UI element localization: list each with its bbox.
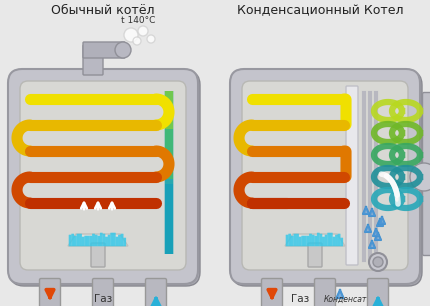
FancyBboxPatch shape	[102, 234, 105, 246]
FancyBboxPatch shape	[314, 278, 335, 306]
FancyBboxPatch shape	[317, 233, 319, 246]
Polygon shape	[369, 209, 375, 216]
FancyBboxPatch shape	[338, 234, 341, 246]
Circle shape	[133, 37, 141, 45]
FancyBboxPatch shape	[301, 236, 304, 246]
FancyBboxPatch shape	[296, 234, 299, 246]
Text: Конденсат: Конденсат	[323, 295, 367, 304]
FancyBboxPatch shape	[91, 243, 105, 267]
Polygon shape	[365, 225, 371, 232]
FancyBboxPatch shape	[105, 237, 108, 246]
FancyBboxPatch shape	[309, 234, 312, 246]
FancyBboxPatch shape	[71, 234, 74, 246]
Polygon shape	[377, 219, 383, 226]
FancyBboxPatch shape	[8, 69, 198, 284]
FancyBboxPatch shape	[83, 42, 125, 58]
FancyBboxPatch shape	[92, 278, 114, 306]
FancyBboxPatch shape	[288, 234, 291, 246]
Circle shape	[115, 42, 131, 58]
Polygon shape	[375, 233, 381, 240]
FancyBboxPatch shape	[77, 234, 79, 246]
Circle shape	[369, 253, 387, 271]
FancyBboxPatch shape	[87, 236, 90, 246]
FancyBboxPatch shape	[92, 234, 95, 246]
FancyBboxPatch shape	[97, 236, 100, 246]
Circle shape	[410, 163, 430, 191]
Circle shape	[147, 35, 155, 43]
FancyBboxPatch shape	[82, 237, 85, 246]
Polygon shape	[68, 234, 128, 246]
FancyBboxPatch shape	[40, 278, 61, 306]
Polygon shape	[285, 234, 345, 246]
FancyBboxPatch shape	[319, 234, 322, 246]
Polygon shape	[373, 229, 379, 236]
FancyBboxPatch shape	[304, 236, 307, 246]
FancyBboxPatch shape	[294, 234, 296, 246]
Circle shape	[138, 26, 148, 36]
FancyBboxPatch shape	[242, 81, 408, 270]
FancyBboxPatch shape	[299, 237, 301, 246]
FancyBboxPatch shape	[83, 45, 103, 75]
Text: Обычный котёл: Обычный котёл	[51, 4, 155, 17]
FancyBboxPatch shape	[121, 234, 123, 246]
FancyBboxPatch shape	[312, 235, 314, 246]
FancyBboxPatch shape	[108, 235, 111, 246]
FancyBboxPatch shape	[79, 234, 82, 246]
FancyBboxPatch shape	[145, 278, 166, 306]
FancyBboxPatch shape	[314, 236, 317, 246]
FancyBboxPatch shape	[327, 233, 330, 246]
FancyBboxPatch shape	[113, 233, 116, 246]
FancyBboxPatch shape	[84, 236, 87, 246]
Circle shape	[373, 257, 383, 267]
FancyBboxPatch shape	[230, 69, 420, 284]
Text: Конденсационный Котел: Конденсационный Котел	[237, 4, 403, 17]
FancyBboxPatch shape	[335, 235, 338, 246]
Text: Газ: Газ	[291, 294, 309, 304]
FancyBboxPatch shape	[286, 235, 289, 246]
FancyBboxPatch shape	[291, 236, 294, 246]
FancyBboxPatch shape	[325, 235, 328, 246]
FancyBboxPatch shape	[322, 237, 325, 246]
FancyBboxPatch shape	[69, 235, 71, 246]
FancyBboxPatch shape	[340, 238, 343, 246]
Circle shape	[124, 28, 138, 42]
FancyBboxPatch shape	[100, 233, 103, 246]
FancyBboxPatch shape	[10, 71, 200, 286]
FancyBboxPatch shape	[307, 236, 309, 246]
FancyBboxPatch shape	[332, 237, 335, 246]
FancyBboxPatch shape	[118, 235, 121, 246]
FancyBboxPatch shape	[116, 237, 118, 246]
FancyBboxPatch shape	[330, 233, 333, 246]
Polygon shape	[363, 207, 369, 214]
Polygon shape	[369, 241, 375, 248]
FancyBboxPatch shape	[74, 236, 77, 246]
Text: Газ: Газ	[94, 294, 112, 304]
FancyBboxPatch shape	[346, 86, 358, 265]
FancyBboxPatch shape	[89, 236, 92, 246]
FancyBboxPatch shape	[111, 233, 113, 246]
FancyBboxPatch shape	[368, 278, 388, 306]
Polygon shape	[379, 217, 385, 224]
FancyBboxPatch shape	[308, 243, 322, 267]
FancyBboxPatch shape	[95, 235, 98, 246]
FancyBboxPatch shape	[261, 278, 283, 306]
FancyBboxPatch shape	[20, 81, 186, 270]
FancyBboxPatch shape	[232, 71, 422, 286]
Text: t 140°C: t 140°C	[121, 16, 155, 25]
FancyBboxPatch shape	[423, 92, 430, 256]
FancyBboxPatch shape	[123, 238, 126, 246]
Polygon shape	[337, 290, 344, 298]
